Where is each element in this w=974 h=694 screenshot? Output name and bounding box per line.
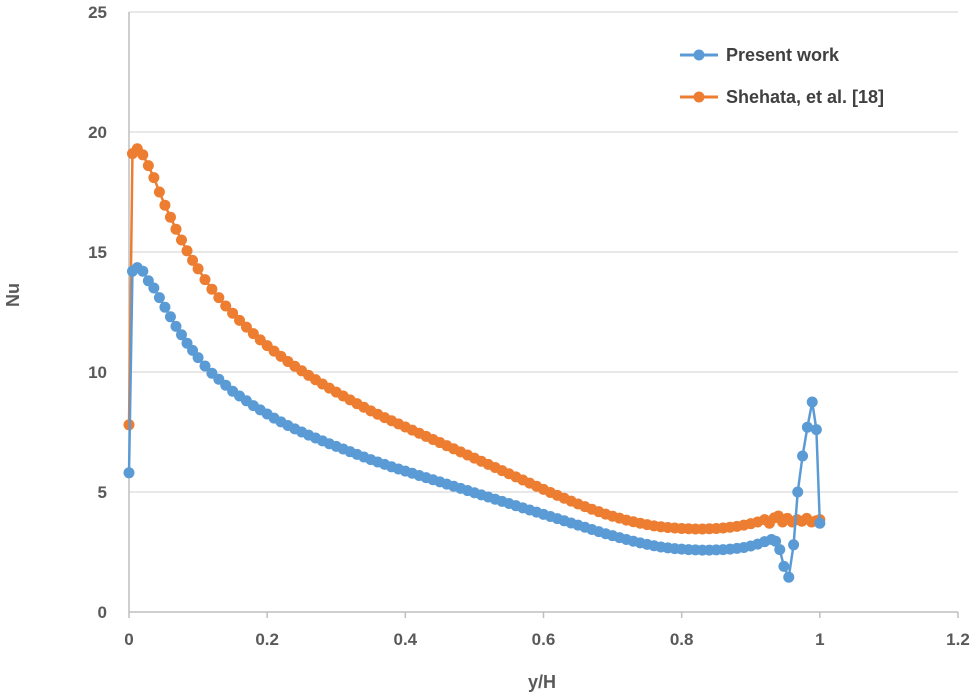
x-tick-label-1: 0.2 [255, 630, 279, 649]
series-shehata [123, 143, 826, 535]
legend-label-present-work: Present work [726, 45, 840, 65]
point-present-work-99 [778, 560, 790, 572]
legend-marker-shehata [693, 91, 705, 103]
series-present-work [123, 262, 826, 583]
point-present-work-6 [153, 292, 165, 304]
point-present-work-107 [814, 517, 826, 529]
point-present-work-106 [810, 424, 822, 436]
x-axis-title: y/H [528, 672, 556, 692]
gridlines [129, 11, 958, 493]
x-tick-label-4: 0.8 [670, 630, 694, 649]
point-present-work-7 [159, 301, 171, 313]
point-present-work-0 [123, 467, 135, 479]
point-present-work-102 [792, 486, 804, 498]
legend: Present work Shehata, et al. [18] [680, 45, 884, 107]
y-tick-label-2: 10 [88, 363, 107, 382]
point-present-work-103 [797, 450, 809, 462]
point-shehata-11 [181, 245, 193, 257]
point-present-work-13 [192, 352, 204, 364]
x-tick-label-6: 1.2 [946, 630, 970, 649]
point-present-work-97 [770, 535, 782, 547]
point-present-work-100 [783, 571, 795, 583]
point-shehata-6 [153, 186, 165, 198]
y-tick-label-0: 0 [98, 603, 107, 622]
point-shehata-15 [206, 283, 218, 295]
point-shehata-5 [148, 172, 160, 184]
point-shehata-10 [176, 234, 187, 246]
point-shehata-14 [199, 274, 211, 286]
axes [128, 12, 959, 618]
point-present-work-5 [148, 282, 160, 294]
legend-marker-present-work [693, 49, 705, 61]
point-shehata-4 [142, 160, 154, 172]
point-shehata-17 [220, 300, 232, 312]
point-shehata-13 [192, 263, 204, 275]
point-present-work-9 [170, 320, 182, 332]
point-present-work-14 [199, 360, 211, 372]
point-shehata-7 [159, 199, 171, 211]
x-tick-label-3: 0.6 [532, 630, 556, 649]
point-present-work-8 [164, 311, 176, 323]
point-present-work-101 [788, 539, 800, 551]
point-shehata-12 [187, 254, 199, 266]
tick-labels: 0 0.2 0.4 0.6 0.8 1 1.2 0 5 10 15 20 25 [88, 3, 970, 649]
series-container [123, 143, 826, 583]
x-tick-label-5: 1 [815, 630, 824, 649]
series-line-shehata [127, 147, 821, 531]
point-present-work-3 [137, 265, 149, 277]
y-axis-title: Nu [3, 283, 23, 307]
point-present-work-105 [806, 396, 818, 408]
y-tick-label-3: 15 [88, 243, 107, 262]
point-present-work-10 [176, 329, 187, 341]
point-shehata-20 [240, 321, 252, 333]
y-tick-label-5: 25 [88, 3, 107, 22]
point-shehata-19 [234, 314, 246, 326]
point-shehata-3 [137, 149, 149, 161]
y-tick-label-4: 20 [88, 123, 107, 142]
y-tick-label-1: 5 [98, 483, 107, 502]
point-shehata-9 [170, 223, 182, 235]
x-tick-label-0: 0 [124, 630, 133, 649]
point-present-work-104 [801, 421, 813, 433]
x-tick-label-2: 0.4 [394, 630, 418, 649]
point-shehata-16 [213, 292, 225, 304]
point-present-work-98 [774, 544, 786, 556]
legend-label-shehata: Shehata, et al. [18] [726, 87, 884, 107]
point-shehata-8 [164, 211, 176, 223]
point-shehata-18 [227, 307, 239, 319]
